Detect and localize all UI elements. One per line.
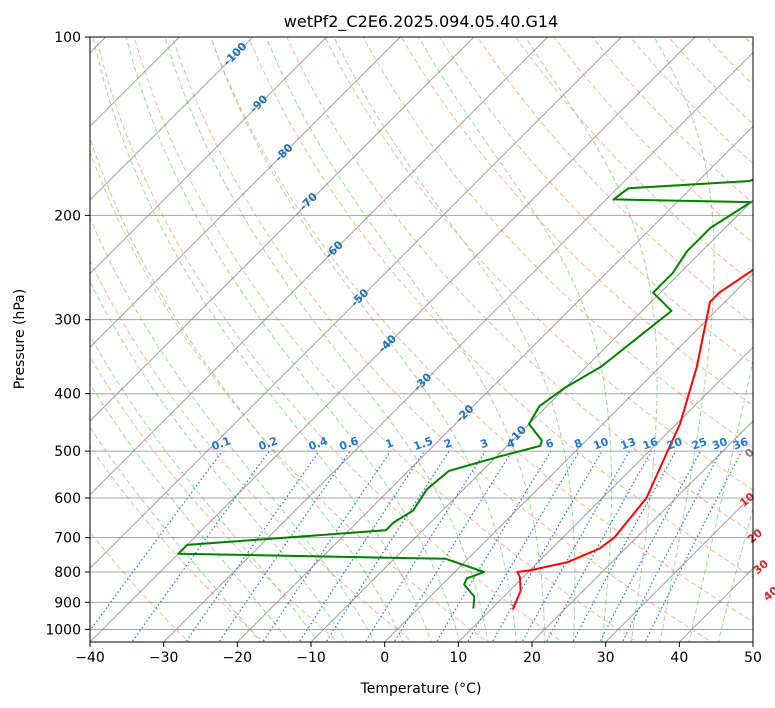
isotherm-line: [752, 641, 753, 642]
y-tick-label: 1000: [45, 622, 81, 638]
moist-adiabat-line: [92, 37, 432, 642]
plot-frame: [89, 36, 754, 643]
isotherm-line: [90, 37, 696, 642]
mixing-ratio-line: [325, 450, 450, 642]
axes-ticks: −40 −30 −20 −10 0 10 20 30 40 5010020030040050060…: [45, 30, 762, 666]
y-axis-label: Pressure (hPa): [12, 289, 28, 389]
mixing-ratio-line: [218, 450, 351, 642]
mixing-ratio-label: 25: [690, 435, 709, 452]
mixing-ratio-line: [90, 450, 223, 632]
y-tick-label: 200: [54, 208, 81, 224]
dry-adiabat-line: [248, 37, 753, 578]
mixing-ratio-label: 2: [442, 436, 454, 451]
isotherm-line: [90, 37, 475, 422]
chart-title: wetPf2_C2E6.2025.094.05.40.G14: [284, 12, 558, 32]
mixing-ratio-label: 20: [665, 435, 684, 453]
mixing-ratio-label: 36: [731, 435, 750, 453]
mixing-ratio-line: [131, 450, 270, 642]
x-tick-label: −30: [149, 650, 179, 666]
x-tick-label: 50: [744, 650, 762, 666]
mixing-ratio-line: [185, 450, 320, 642]
isotherm-line: [90, 37, 622, 570]
isotherm-line: [457, 346, 753, 642]
isotherm-line: [90, 37, 401, 349]
dewpoint-line: [177, 178, 753, 609]
y-tick-label: 600: [54, 491, 81, 507]
x-tick-label: −10: [296, 650, 326, 666]
mixing-ratio-label: 0.4: [307, 434, 330, 453]
mixing-ratio-label: 3: [478, 436, 490, 451]
temperature-line: [512, 268, 753, 610]
grid-lines: [90, 37, 753, 642]
mixing-ratio-line: [599, 450, 702, 642]
mixing-ratio-label: 4: [505, 436, 517, 451]
mixing-ratio-label: 0.1: [210, 434, 233, 453]
mixing-ratio-label: 16: [641, 435, 660, 453]
x-tick-label: −40: [75, 650, 105, 666]
isotherm-line: [90, 37, 549, 496]
dry-adiabat-line: [438, 37, 753, 366]
dry-adiabat-line: [362, 37, 753, 449]
mixing-ratio-label: 13: [619, 435, 638, 452]
y-tick-label: 900: [54, 595, 81, 611]
mixing-ratio-line: [298, 450, 425, 642]
y-tick-label: 400: [54, 387, 81, 403]
mixing-ratio-label: 1: [384, 436, 396, 451]
y-tick-label: 300: [54, 313, 81, 329]
x-axis-label: Temperature (°C): [360, 681, 482, 697]
x-tick-label: 0: [380, 650, 389, 666]
x-tick-label: 40: [670, 650, 688, 666]
x-tick-label: −20: [223, 650, 253, 666]
dry-adiabat-line: [90, 150, 489, 642]
isotherm-line: [236, 125, 753, 642]
wetbulb-label: 30: [751, 557, 771, 577]
mixing-ratio-line: [466, 450, 580, 642]
mixing-ratio-lines: [90, 450, 743, 642]
y-tick-label: 500: [54, 444, 81, 460]
mixing-ratio-line: [621, 450, 722, 642]
moist-adiabat-line: [90, 382, 290, 642]
isotherm-line: [163, 51, 753, 642]
moist-adiabat-line: [90, 426, 261, 642]
isotherm-line: [384, 272, 753, 642]
dry-adiabat-line: [171, 37, 713, 642]
mixing-ratio-label: 30: [710, 435, 729, 453]
y-tick-label: 700: [54, 531, 81, 547]
mixing-ratio-label: 0.6: [338, 434, 361, 453]
plot-background: [90, 37, 753, 642]
mixing-ratio-label: 10: [592, 435, 611, 453]
mixing-ratio-line: [262, 450, 392, 642]
mixing-ratio-line: [572, 450, 677, 642]
mixing-ratio-label: 0.2: [257, 434, 280, 453]
x-tick-label: 30: [597, 650, 615, 666]
x-tick-label: 10: [449, 650, 467, 666]
wetbulb-label: 40: [761, 584, 775, 604]
isotherm-line: [90, 37, 328, 275]
y-tick-label: 100: [54, 30, 81, 46]
isotherm-line: [310, 199, 753, 642]
sounding-series: [177, 178, 753, 610]
y-tick-label: 800: [54, 565, 81, 581]
dry-adiabat-line: [770, 24, 775, 645]
isotherm-line: [531, 420, 753, 642]
mixing-ratio-label: 6: [544, 436, 556, 451]
isotherm-line: [605, 493, 753, 642]
dry-adiabat-line: [324, 37, 753, 491]
x-tick-label: 20: [523, 650, 541, 666]
mixing-ratio-label: 1.5: [412, 434, 435, 453]
isotherm-line: [90, 37, 254, 201]
mixing-ratio-line: [393, 450, 513, 642]
dry-adiabat-line: [286, 37, 753, 534]
mixing-ratio-label: 8: [572, 436, 584, 451]
